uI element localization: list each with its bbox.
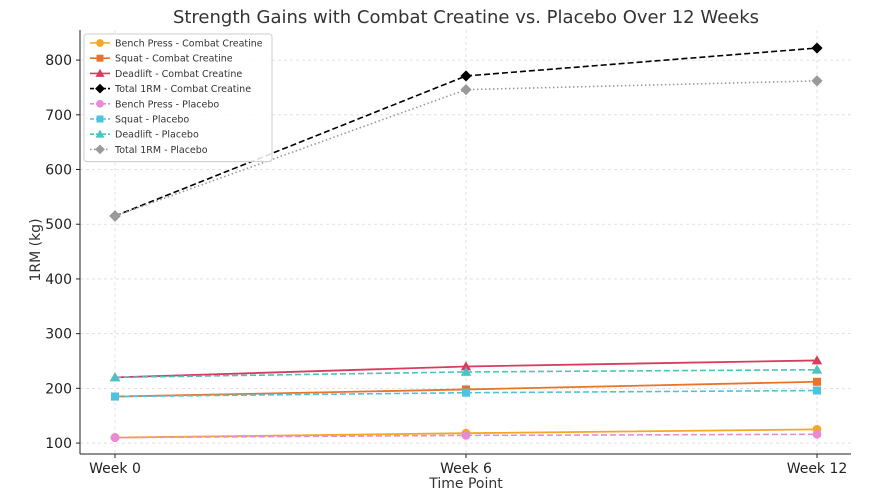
series-7 [109, 75, 823, 222]
legend-label: Total 1RM - Combat Creatine [114, 84, 251, 95]
data-point [462, 388, 470, 397]
series-4 [110, 429, 822, 442]
series-layer [109, 42, 823, 442]
y-tick-label: 100 [45, 436, 72, 452]
x-axis-label: Time Point [428, 476, 503, 492]
data-point [811, 75, 823, 87]
data-point [110, 433, 120, 442]
data-point [460, 70, 472, 82]
data-point [812, 429, 822, 439]
x-tick-label: Week 6 [440, 461, 492, 477]
y-tick-label: 300 [45, 327, 72, 343]
axes-layer: 100 200 300 400 500 600 700 800 Week 0 Week 6 Week… [45, 30, 851, 477]
legend-label: Total 1RM - Placebo [114, 145, 208, 156]
legend-entry: Squat - Combat Creatine [90, 54, 233, 65]
legend-entry: Squat - Placebo [90, 115, 189, 126]
series-6 [109, 364, 823, 382]
data-point [460, 361, 472, 371]
legend-marker [95, 144, 105, 155]
y-axis-label: 1RM (kg) [28, 218, 44, 281]
legend-box [83, 33, 273, 163]
y-tick-label: 500 [45, 217, 72, 233]
y-tick-label: 200 [45, 381, 72, 397]
y-tick-label: 600 [45, 163, 72, 179]
legend-marker [96, 39, 104, 47]
legend-marker [95, 68, 105, 77]
legend-entry: Bench Press - Placebo [90, 99, 219, 110]
legend-marker [96, 99, 104, 108]
legend-marker [95, 83, 105, 94]
legend-marker [96, 54, 104, 62]
data-point [813, 386, 821, 395]
data-point [109, 210, 121, 222]
chart-title: Strength Gains with Combat Creatine vs. … [173, 7, 759, 28]
legend-label: Squat - Placebo [115, 115, 189, 126]
data-point [461, 430, 471, 440]
data-point [813, 377, 821, 386]
data-point [460, 366, 472, 376]
data-point [111, 392, 119, 401]
legend-label: Squat - Combat Creatine [115, 54, 233, 65]
legend-label: Bench Press - Combat Creatine [115, 39, 263, 50]
x-tick-label: Week 12 [787, 461, 848, 477]
legend-marker [95, 129, 105, 138]
data-point [460, 84, 472, 96]
data-point [811, 364, 823, 374]
legend-entry: Deadlift - Combat Creatine [90, 68, 242, 80]
data-point [811, 355, 823, 365]
legend-entry: Deadlift - Placebo [90, 129, 199, 141]
legend-label: Bench Press - Placebo [115, 99, 219, 110]
y-tick-label: 700 [45, 108, 72, 124]
legend-label: Deadlift - Combat Creatine [115, 69, 242, 80]
legend-label: Deadlift - Placebo [115, 130, 199, 141]
data-point [811, 42, 823, 54]
series-5 [111, 386, 821, 401]
series-line [114, 47, 818, 217]
legend-entry: Bench Press - Combat Creatine [90, 39, 263, 50]
x-tick-label: Week 0 [89, 461, 141, 477]
legend-entry: Total 1RM - Placebo [90, 144, 208, 156]
legend-marker [96, 115, 104, 123]
data-point [109, 372, 121, 382]
legend-entry: Total 1RM - Combat Creatine [90, 83, 251, 95]
legend: Bench Press - Combat Creatine Squat - Com… [83, 33, 273, 163]
y-tick-label: 800 [45, 53, 72, 69]
y-tick-label: 400 [45, 272, 72, 288]
